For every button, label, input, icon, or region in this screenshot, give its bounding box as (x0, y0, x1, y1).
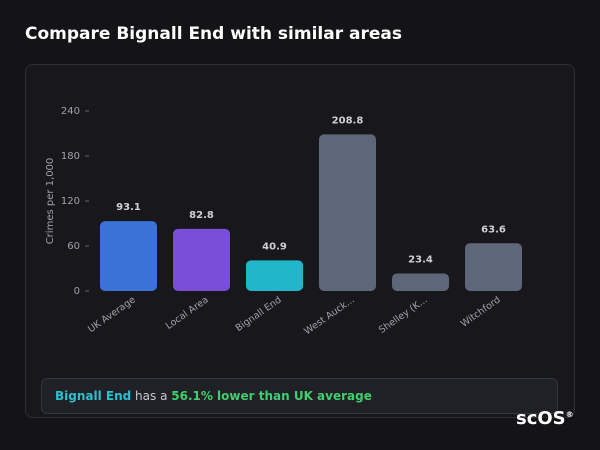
page-title: Compare Bignall End with similar areas (25, 24, 402, 44)
y-axis-label: Crimes per 1,000 (45, 158, 56, 245)
x-tick-label: Bignall End (234, 294, 284, 334)
value-label: 82.8 (189, 210, 214, 221)
x-tick-label: UK Average (86, 294, 138, 335)
x-tick-label: Shelley (K... (377, 294, 430, 336)
y-tick-label: 0 (74, 286, 80, 297)
logo: scOS® (516, 408, 574, 429)
bar (173, 228, 230, 291)
value-label: 40.9 (262, 241, 287, 252)
logo-text: scOS (516, 408, 566, 429)
y-tick-label: 60 (67, 241, 80, 252)
x-tick-label: Witchford (459, 294, 503, 329)
bar (465, 243, 522, 291)
y-tick-label: 180 (61, 151, 80, 162)
bar (319, 134, 376, 291)
y-tick-label: 240 (61, 106, 80, 117)
bar (100, 221, 157, 291)
summary-box: Bignall End has a 56.1% lower than UK av… (41, 378, 558, 414)
summary-area: Bignall End (55, 389, 132, 403)
y-tick-label: 120 (61, 196, 80, 207)
value-label: 63.6 (481, 224, 506, 235)
summary-highlight: 56.1% lower than UK average (171, 389, 372, 403)
x-tick-label: West Auck... (302, 294, 356, 337)
logo-mark: ® (565, 410, 574, 419)
value-label: 23.4 (408, 254, 433, 265)
summary-text: has a (131, 389, 172, 403)
value-label: 93.1 (116, 202, 141, 213)
value-label: 208.8 (332, 115, 364, 126)
x-tick-label: Local Area (164, 294, 211, 331)
bar (246, 260, 303, 291)
bar (392, 273, 449, 291)
